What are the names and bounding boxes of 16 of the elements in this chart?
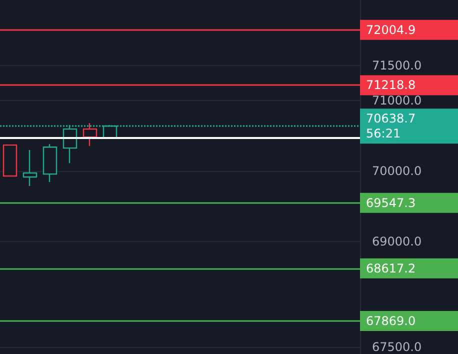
- y-tick-label: 67500.0: [372, 340, 422, 354]
- text: 56:21: [366, 126, 401, 141]
- y-tick-label: 71000.0: [372, 94, 422, 108]
- candlestick: [42, 143, 58, 183]
- ref-line-label: 68617.2: [366, 261, 416, 276]
- candlestick: [22, 149, 38, 187]
- y-tick-label: 69000.0: [372, 234, 422, 248]
- ref-line-label: 71218.8: [366, 78, 416, 92]
- ref-line-label: 72004.9: [366, 22, 416, 37]
- ref-line-label: 70638.7: [366, 112, 416, 126]
- ref-line-label: 69547.3: [366, 196, 416, 210]
- candlestick: [2, 144, 18, 177]
- candlestick: [82, 122, 98, 147]
- ref-line-label: 67869.0: [366, 314, 416, 328]
- y-tick-label: 71500.0: [372, 58, 422, 72]
- y-tick-label: 70000.0: [372, 164, 422, 178]
